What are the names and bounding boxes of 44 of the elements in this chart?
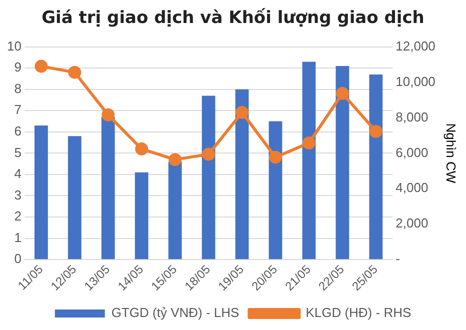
y2-tick-label: 6,000	[396, 144, 428, 160]
y2-tick-label: 2,000	[396, 216, 428, 231]
y-tick-label: 9	[14, 60, 22, 75]
y2-axis-title: Nghìn CW	[444, 123, 459, 184]
bar	[202, 96, 216, 260]
bar	[34, 126, 48, 260]
point	[135, 142, 148, 156]
y-tick-label: 0	[14, 251, 22, 266]
legend-label: GTGD (tỷ VNĐ) - LHS	[111, 305, 240, 320]
y-tick-label: 10	[6, 38, 22, 54]
y2-tick-label: 12,000	[396, 38, 436, 54]
y-tick-label: 5	[14, 144, 22, 160]
bar	[369, 74, 383, 260]
bar	[134, 172, 148, 260]
y-tick-label: 6	[14, 123, 22, 138]
bar	[336, 66, 350, 260]
y-tick-label: 2	[14, 208, 22, 224]
bar	[302, 62, 316, 260]
point	[68, 66, 82, 79]
point	[168, 153, 182, 166]
y-tick-label: 4	[14, 166, 22, 182]
y-tick-label: 7	[14, 102, 22, 118]
point	[302, 136, 316, 150]
point	[268, 150, 282, 164]
chart-title: Giá trị giao dịch và Khối lượng giao dịch	[40, 7, 426, 30]
legend-label: KLGD (HĐ) - RHS	[306, 305, 412, 320]
y2-tick-label: 10,000	[396, 74, 436, 89]
point	[202, 148, 216, 161]
bar	[168, 162, 182, 260]
y2-tick-label: -	[396, 251, 400, 266]
bar	[268, 121, 282, 260]
bar	[68, 136, 82, 260]
point	[336, 86, 349, 100]
point	[102, 108, 115, 122]
y-tick-label: 1	[14, 230, 22, 245]
bar	[101, 117, 115, 260]
point	[236, 106, 249, 119]
y2-tick-label: 8,000	[396, 109, 428, 124]
point	[369, 124, 382, 138]
point	[34, 60, 48, 73]
y2-tick-label: 4,000	[396, 180, 428, 196]
y-tick-label: 8	[14, 80, 22, 96]
bar	[235, 89, 249, 260]
y-tick-label: 3	[14, 187, 22, 202]
